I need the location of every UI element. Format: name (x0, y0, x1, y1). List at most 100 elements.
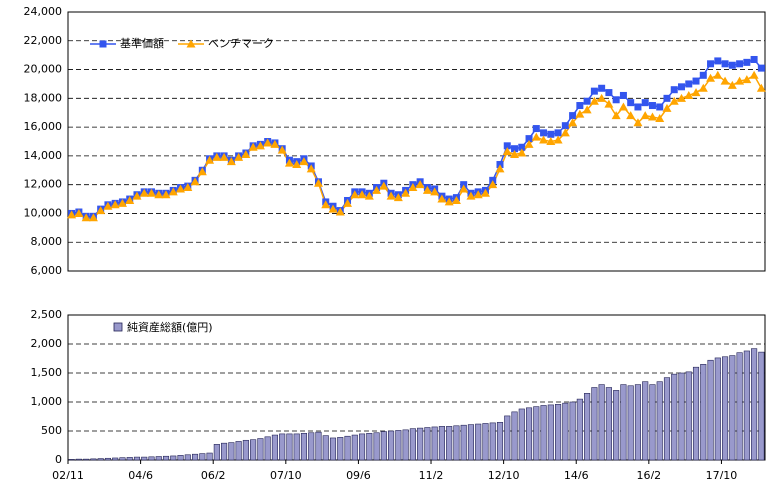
bar (322, 435, 329, 461)
y-tick-label: 2,500 (31, 308, 63, 321)
marker (241, 149, 251, 158)
legend-marker (186, 39, 196, 48)
marker (691, 88, 701, 97)
marker (161, 190, 171, 199)
bar (475, 423, 482, 461)
marker (357, 190, 367, 199)
marker (125, 195, 135, 204)
marker (219, 152, 229, 161)
marker (473, 190, 483, 199)
marker (554, 129, 562, 137)
marker (720, 76, 730, 85)
marker (663, 94, 671, 102)
bar (714, 357, 721, 461)
y-tick-label: 2,000 (31, 337, 63, 350)
bar (351, 434, 358, 461)
bar (155, 456, 162, 461)
bar (388, 430, 395, 461)
bar (417, 427, 424, 461)
marker (422, 185, 432, 194)
marker (415, 180, 425, 189)
marker (560, 128, 570, 137)
bar (482, 423, 489, 461)
y-tick-label: 16,000 (24, 120, 63, 133)
marker (226, 157, 236, 166)
bar (358, 433, 366, 461)
bar (133, 456, 141, 461)
bar (758, 351, 765, 461)
marker (503, 142, 511, 150)
bar (700, 363, 707, 461)
bar (598, 384, 605, 461)
marker (372, 185, 382, 194)
legend-swatch (113, 322, 123, 332)
marker (721, 60, 729, 68)
marker (633, 118, 643, 127)
bar (453, 425, 460, 461)
marker (335, 207, 345, 216)
marker (532, 125, 540, 133)
bar (402, 429, 409, 461)
y-tick-label: 0 (55, 453, 62, 466)
marker (647, 112, 657, 121)
marker (408, 183, 418, 192)
marker (364, 191, 374, 200)
marker (277, 145, 287, 154)
bar (678, 372, 685, 461)
marker (444, 197, 454, 206)
marker (605, 89, 613, 97)
marker (714, 57, 722, 65)
marker (662, 103, 672, 112)
marker (88, 213, 98, 222)
marker (459, 184, 469, 193)
marker (756, 83, 766, 92)
marker (299, 157, 309, 166)
bar (286, 433, 293, 461)
marker (540, 129, 548, 137)
bar (722, 356, 729, 461)
bar (315, 431, 322, 461)
bar (467, 424, 475, 461)
marker (692, 77, 700, 85)
marker (707, 60, 715, 68)
marker (518, 143, 526, 151)
series-line (71, 74, 763, 219)
bar (518, 408, 525, 461)
legend-label: 純資産総額(億円) (127, 320, 213, 334)
bar (634, 384, 642, 461)
marker (292, 160, 302, 169)
marker (757, 64, 765, 72)
marker (401, 188, 411, 197)
marker (598, 84, 606, 92)
x-tick-label: 14/6 (564, 469, 589, 479)
marker (539, 135, 549, 144)
marker (190, 177, 200, 186)
bar (692, 366, 700, 461)
marker (561, 122, 569, 130)
marker (626, 111, 636, 120)
bar (424, 427, 431, 461)
marker (735, 76, 745, 85)
x-tick-label: 11/2 (419, 469, 444, 479)
marker (284, 158, 294, 167)
bar (126, 457, 133, 461)
bar (584, 392, 591, 461)
bar (446, 426, 453, 461)
bar (489, 422, 496, 461)
bar (649, 384, 656, 461)
marker (576, 102, 584, 110)
bar (671, 373, 678, 461)
bar (148, 456, 155, 461)
bar (308, 432, 315, 461)
bar (496, 421, 504, 461)
bar (228, 442, 235, 461)
marker (437, 194, 447, 203)
marker (612, 96, 620, 104)
bar (555, 404, 562, 461)
bar (707, 359, 714, 461)
bar (177, 455, 184, 461)
marker (96, 206, 106, 215)
bar (409, 428, 416, 461)
y-tick-label: 24,000 (24, 5, 63, 18)
bar (685, 371, 692, 461)
